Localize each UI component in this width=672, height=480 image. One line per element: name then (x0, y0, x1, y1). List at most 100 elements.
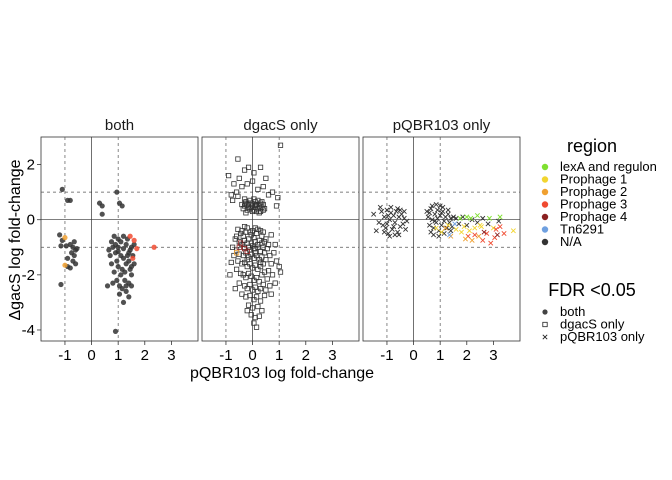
data-point (256, 313, 262, 319)
data-point (243, 294, 249, 300)
data-point (114, 189, 120, 195)
data-point (273, 258, 280, 264)
legend-label: N/A (560, 234, 582, 249)
data-point (480, 215, 486, 221)
data-point (151, 244, 157, 250)
data-point (119, 203, 125, 209)
data-point (239, 228, 245, 234)
data-point (469, 237, 475, 243)
data-point (251, 246, 257, 252)
data-point (253, 294, 260, 300)
data-point (373, 228, 379, 234)
data-point (108, 239, 115, 245)
x-tick-label: 2 (302, 347, 310, 364)
data-point (239, 184, 245, 190)
data-point (230, 197, 236, 204)
data-point (391, 224, 397, 230)
data-point (252, 262, 258, 268)
data-point (490, 225, 496, 231)
data-point (247, 292, 253, 299)
data-point (249, 265, 256, 271)
data-point (383, 225, 389, 231)
data-point (396, 232, 402, 238)
y-axis-title: ΔgacS log fold-change (7, 159, 24, 320)
data-point (241, 223, 248, 230)
data-point (401, 208, 407, 214)
data-point (436, 233, 442, 239)
data-point (440, 204, 446, 210)
region-legend-title: region (567, 136, 617, 156)
data-point (244, 257, 250, 263)
data-point (257, 298, 264, 304)
data-point (432, 211, 438, 217)
data-point (255, 226, 261, 232)
legend-swatch-na (541, 238, 549, 246)
data-point (267, 252, 273, 259)
data-point (241, 246, 248, 252)
data-point (228, 192, 234, 198)
x-tick-label: -1 (58, 347, 71, 364)
data-point (115, 236, 121, 242)
data-point (131, 241, 137, 248)
data-point (241, 167, 248, 173)
data-point (468, 215, 474, 221)
data-point (115, 248, 121, 255)
data-point (494, 232, 500, 238)
data-point (477, 222, 483, 228)
data-point (236, 239, 242, 245)
data-point (272, 280, 278, 286)
data-point (236, 251, 242, 257)
data-point (99, 203, 105, 209)
data-point (231, 181, 237, 187)
data-point (392, 232, 398, 238)
data-point (134, 246, 140, 252)
data-point (453, 215, 459, 221)
legend-swatch-tn (541, 226, 549, 233)
data-point (65, 255, 71, 261)
x-tick-label: 0 (87, 347, 95, 364)
data-point (240, 252, 246, 259)
data-point (272, 241, 278, 248)
data-point (239, 201, 245, 208)
data-point (253, 202, 259, 208)
panel-border (201, 136, 360, 342)
data-point (233, 250, 240, 256)
data-point (255, 303, 261, 310)
data-point (462, 236, 468, 242)
data-point (488, 240, 494, 246)
y-tick-label: 2 (27, 157, 35, 174)
data-point (244, 225, 250, 231)
data-point (118, 272, 124, 278)
facet-strip-label: pQBR103 only (393, 117, 491, 134)
x-axis-title: pQBR103 log fold-change (190, 365, 374, 382)
data-point (245, 270, 252, 277)
data-point (269, 272, 276, 278)
data-point (263, 257, 269, 263)
data-point (476, 233, 482, 239)
data-point (425, 214, 431, 220)
data-point (424, 208, 430, 214)
data-point (110, 280, 116, 286)
data-point (268, 232, 274, 238)
data-point (244, 248, 250, 255)
data-point (450, 214, 456, 220)
data-point (466, 228, 472, 234)
data-point (445, 207, 451, 213)
data-point (377, 204, 383, 210)
data-point (252, 225, 258, 231)
data-point (457, 215, 463, 221)
data-point (106, 247, 112, 253)
y-tick-label: -2 (22, 267, 35, 284)
data-point (259, 240, 265, 246)
legend-label: Prophage 1 (560, 172, 627, 187)
data-point (460, 214, 466, 220)
data-point (256, 279, 262, 285)
data-point (381, 229, 387, 235)
data-point (385, 230, 391, 237)
x-tick-label: 1 (275, 347, 283, 364)
data-point (251, 170, 257, 176)
data-point (438, 222, 445, 228)
legend-swatch-p1 (541, 176, 549, 183)
fdr-legend-key (542, 309, 548, 315)
data-point (241, 259, 248, 266)
